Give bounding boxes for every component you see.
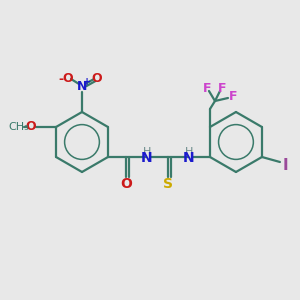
Text: N: N (77, 80, 87, 94)
Text: H: H (185, 147, 193, 157)
Text: N: N (183, 151, 195, 165)
Text: N: N (141, 151, 153, 165)
Text: O: O (92, 73, 102, 85)
Text: F: F (218, 82, 226, 94)
Text: O: O (26, 121, 36, 134)
Text: +: + (83, 77, 91, 87)
Text: CH₃: CH₃ (9, 122, 29, 132)
Text: F: F (229, 89, 237, 103)
Text: O: O (120, 177, 132, 191)
Text: F: F (203, 82, 211, 94)
Text: -: - (58, 74, 64, 86)
Text: S: S (163, 177, 173, 191)
Text: H: H (143, 147, 151, 157)
Text: I: I (282, 158, 288, 172)
Text: O: O (63, 73, 73, 85)
